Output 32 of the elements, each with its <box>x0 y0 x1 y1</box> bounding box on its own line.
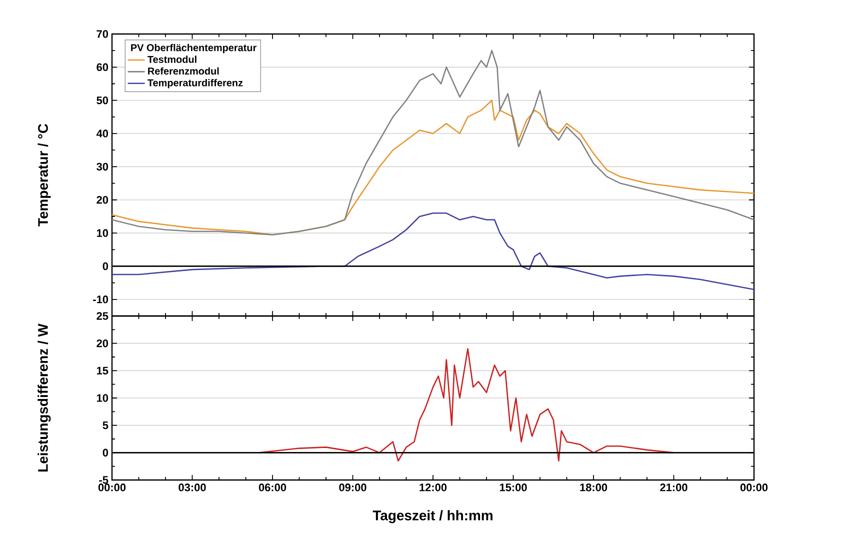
y-tick-label: 70 <box>96 30 108 38</box>
x-tick-label: 15:00 <box>500 484 527 492</box>
x-axis-title: Tageszeit / hh:mm <box>372 510 492 524</box>
legend-label: Referenzmodul <box>148 67 219 75</box>
x-tick-label: 03:00 <box>178 484 206 492</box>
x-tick-label: 18:00 <box>580 484 608 492</box>
y-tick-label: 20 <box>96 196 108 204</box>
legend-label: Testmodul <box>148 56 196 63</box>
y-axis-title: Leistungsdifferenz / W <box>38 324 51 472</box>
legend-title: PV Oberflächentemperatur <box>131 44 256 54</box>
x-tick-label: 00:00 <box>98 484 126 492</box>
y-tick-label: 50 <box>96 96 108 104</box>
x-tick-label: 12:00 <box>420 484 447 492</box>
y-tick-label: 5 <box>102 422 108 430</box>
legend-label: Temperaturdifferenz <box>148 79 243 88</box>
x-tick-label: 06:00 <box>258 484 286 492</box>
x-tick-label: 21:00 <box>660 484 688 492</box>
y-tick-label: 0 <box>102 448 108 457</box>
y-tick-label: 40 <box>96 130 108 138</box>
y-tick-label: -10 <box>93 296 108 304</box>
x-tick-label: 09:00 <box>339 484 366 492</box>
x-tick-label: 00:00 <box>740 484 768 492</box>
y-tick-label: 15 <box>96 366 108 374</box>
y-tick-label: 20 <box>96 339 108 348</box>
y-axis-title: Temperatur / °C <box>38 124 51 226</box>
y-tick-label: 60 <box>96 63 108 72</box>
y-tick-label: 25 <box>96 312 108 320</box>
y-tick-label: 30 <box>96 162 108 171</box>
y-tick-label: 0 <box>102 262 108 270</box>
y-tick-label: 10 <box>96 394 108 402</box>
y-tick-label: -5 <box>99 476 108 484</box>
y-tick-label: 10 <box>96 229 108 237</box>
